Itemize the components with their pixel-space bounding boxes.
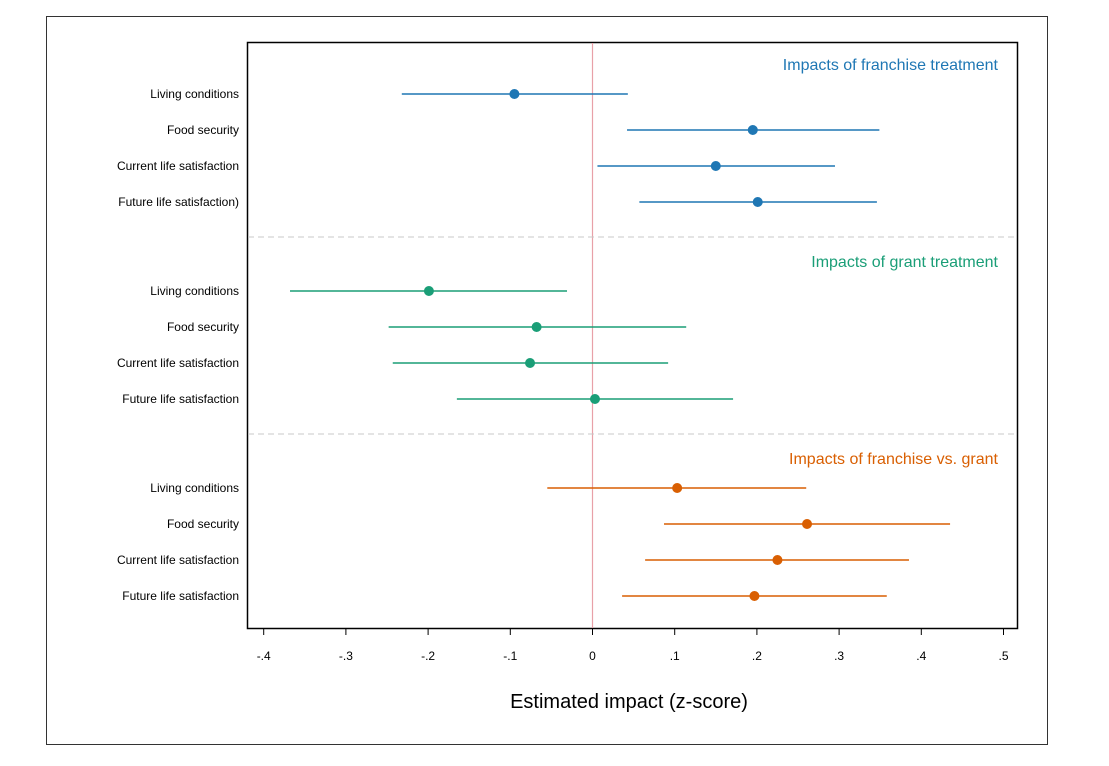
row-label: Living conditions	[150, 87, 239, 101]
x-tick-label: .1	[670, 649, 680, 663]
group-title: Impacts of franchise treatment	[783, 57, 999, 74]
group-title: Impacts of grant treatment	[811, 254, 998, 271]
row-label: Food security	[167, 517, 239, 531]
point-estimate	[509, 89, 520, 99]
coefficient-group: Impacts of grant treatment Living conditi…	[117, 254, 999, 406]
point-estimate	[710, 161, 721, 171]
plot-area	[246, 41, 1019, 630]
point-estimate	[749, 591, 760, 601]
point-estimate	[423, 286, 434, 296]
coefficient-groups: Impacts of franchise treatment Living con…	[117, 57, 999, 603]
x-tick-label: -.2	[421, 649, 435, 663]
row-label: Future life satisfaction	[122, 392, 239, 406]
coefficient-group: Impacts of franchise treatment Living con…	[117, 57, 999, 209]
x-tick-label: 0	[589, 649, 596, 663]
row-label: Living conditions	[150, 481, 239, 495]
point-estimate	[747, 125, 758, 135]
row-label: Current life satisfaction	[117, 553, 239, 567]
x-tick-label: .3	[834, 649, 844, 663]
x-axis-title: Estimated impact (z-score)	[510, 691, 748, 713]
x-tick-label: -.3	[339, 649, 353, 663]
row-label: Future life satisfaction)	[118, 195, 239, 209]
x-tick-label: .5	[998, 649, 1008, 663]
point-estimate	[802, 519, 813, 529]
point-estimate	[525, 358, 536, 368]
point-estimate	[531, 322, 542, 332]
row-label: Food security	[167, 123, 239, 137]
x-tick-label: -.1	[503, 649, 517, 663]
row-label: Current life satisfaction	[117, 159, 239, 173]
point-estimate	[772, 555, 783, 565]
x-tick-label: -.4	[257, 649, 271, 663]
point-estimate	[589, 394, 600, 404]
row-label: Food security	[167, 320, 239, 334]
coefficient-group: Impacts of franchise vs. grant Living con…	[117, 451, 999, 603]
row-label: Living conditions	[150, 284, 239, 298]
point-estimate	[672, 483, 683, 493]
point-estimate	[752, 197, 763, 207]
group-title: Impacts of franchise vs. grant	[789, 451, 999, 468]
x-axis: -.4 -.3 -.2 -.1 0 .1 .2 .3 .4 .5	[257, 628, 1009, 663]
group-separators	[248, 236, 1017, 435]
x-tick-label: .4	[916, 649, 926, 663]
row-label: Future life satisfaction	[122, 589, 239, 603]
row-label: Current life satisfaction	[117, 356, 239, 370]
x-tick-label: .2	[752, 649, 762, 663]
